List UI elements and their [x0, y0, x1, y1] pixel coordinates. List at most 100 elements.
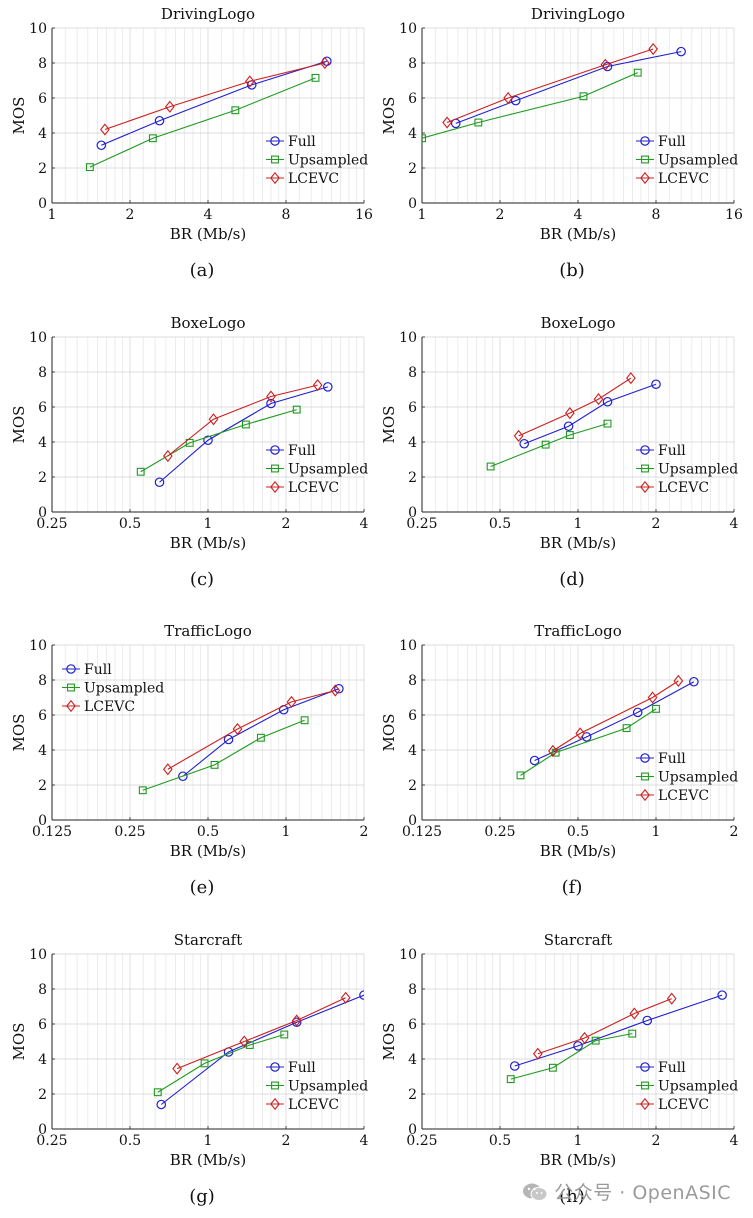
data-point [541, 440, 550, 449]
x-tick-label: 4 [574, 207, 583, 223]
legend-marker [66, 664, 76, 674]
data-point [245, 1041, 254, 1049]
y-axis-label: MOS [380, 97, 398, 135]
data-point [593, 393, 604, 406]
series-lcevc [532, 992, 677, 1060]
data-point [516, 771, 525, 780]
subfigure-caption: (f) [562, 877, 583, 898]
chart-panel-h: 0.25 0.5 1 2 4 0 2 4 6 8 10 Starcraft BR (Mb/s) MOS (h… [380, 931, 739, 1207]
series-upsampled [516, 704, 660, 780]
series-upsampled [138, 716, 309, 795]
data-point [359, 990, 364, 1000]
chart-panel-a: 1 2 4 8 16 0 2 4 6 8 10 DrivingLogo BR (Mb/s) MOS (a) F… [10, 5, 373, 281]
y-tick-label: 4 [408, 126, 417, 142]
y-axis-label: MOS [10, 406, 28, 444]
legend-item-lcevc: LCEVC [266, 1097, 339, 1113]
data-point [256, 733, 265, 742]
data-point [486, 462, 495, 471]
chart-title: BoxeLogo [170, 314, 245, 332]
legend-marker [67, 683, 75, 692]
x-tick-label: 1 [204, 516, 213, 532]
series-line [510, 1033, 633, 1080]
series-line [422, 72, 638, 139]
data-point [548, 1063, 557, 1072]
data-point [286, 695, 297, 708]
x-tick-label: 2 [126, 207, 135, 223]
series-upsampled [85, 73, 320, 172]
legend-item-full: Full [636, 1060, 686, 1076]
legend-label: Full [658, 1060, 686, 1076]
grid [51, 644, 365, 821]
data-point [689, 676, 699, 687]
x-tick-label: 2 [282, 516, 291, 532]
x-axis-label: BR (Mb/s) [540, 1151, 617, 1169]
series-full [529, 676, 699, 766]
chart-title: BoxeLogo [540, 314, 615, 332]
chart-panel-d: 0.25 0.5 1 2 4 0 2 4 6 8 10 BoxeLogo BR (Mb/s) MOS (d)… [380, 314, 739, 590]
data-point [422, 134, 426, 143]
data-point [100, 123, 110, 136]
data-point [164, 100, 175, 113]
series-line [176, 997, 346, 1070]
legend-label: LCEVC [288, 1097, 339, 1113]
series-line [167, 689, 336, 770]
legend-marker [640, 171, 650, 185]
chart-title: Starcraft [174, 931, 243, 949]
legend-label: LCEVC [658, 480, 709, 496]
legend-marker [271, 155, 279, 164]
data-point [673, 674, 684, 687]
y-tick-label: 0 [408, 1122, 417, 1138]
x-tick-label: 0.25 [406, 1133, 437, 1149]
x-tick-label: 4 [730, 516, 739, 532]
series-line [167, 384, 318, 457]
x-axis-label: BR (Mb/s) [540, 842, 617, 860]
series-line [142, 719, 305, 791]
y-tick-label: 6 [38, 1017, 47, 1033]
y-tick-label: 8 [408, 365, 417, 381]
data-point [162, 449, 173, 463]
y-tick-label: 6 [38, 708, 47, 724]
legend-label: Full [288, 134, 316, 150]
x-tick-label: 0.125 [32, 824, 72, 840]
data-point [266, 390, 276, 403]
subfigure-caption: (h) [559, 1186, 585, 1207]
data-point [311, 73, 320, 82]
series-line [182, 688, 340, 777]
legend-item-lcevc: LCEVC [636, 171, 709, 187]
series-full [509, 990, 727, 1071]
data-point [563, 421, 574, 432]
x-tick-label: 8 [282, 207, 291, 223]
chart-panel-g: 0.25 0.5 1 2 4 0 2 4 6 8 10 Starcraft BR (Mb/s) MOS (g… [10, 931, 369, 1207]
data-point [513, 429, 524, 442]
legend-label: Upsampled [658, 153, 738, 169]
data-point [266, 398, 276, 409]
legend-marker [66, 699, 76, 713]
y-tick-label: 6 [408, 1017, 417, 1033]
y-tick-label: 8 [38, 673, 47, 689]
legend: Full Upsampled LCEVC [266, 134, 368, 187]
data-point [629, 1007, 640, 1020]
data-point [136, 467, 145, 476]
y-tick-label: 6 [408, 400, 417, 416]
chart-panel-e: 0.125 0.25 0.5 1 2 0 2 4 6 8 10 TrafficLogo BR (Mb/s… [10, 622, 368, 898]
legend-label: Upsampled [288, 462, 368, 478]
x-tick-label: 4 [204, 207, 213, 223]
chart-panel-f: 0.125 0.25 0.5 1 2 0 2 4 6 8 10 TrafficLogo BR (Mb/s… [380, 622, 738, 898]
x-tick-label: 0.125 [402, 824, 442, 840]
legend-label: Upsampled [658, 770, 738, 786]
y-tick-label: 2 [408, 161, 417, 177]
x-tick-label: 0.5 [197, 824, 219, 840]
data-point [579, 1031, 590, 1045]
data-point [564, 407, 575, 420]
series-full [519, 379, 661, 449]
y-tick-label: 0 [38, 505, 47, 521]
data-point [85, 163, 94, 172]
data-point [565, 431, 574, 439]
chart-title: TrafficLogo [534, 622, 622, 640]
data-point [241, 420, 250, 429]
y-tick-label: 10 [399, 330, 417, 346]
legend-label: Upsampled [84, 681, 164, 697]
legend-item-lcevc: LCEVC [62, 699, 135, 715]
data-point [178, 771, 188, 782]
data-point [291, 1014, 302, 1027]
